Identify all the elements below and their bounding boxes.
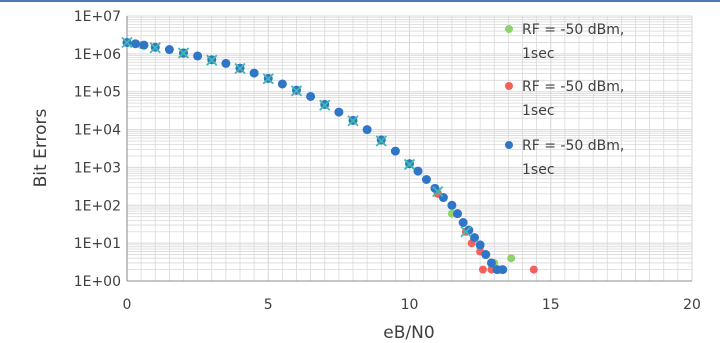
data-point-x [319, 99, 331, 111]
y-tick-label: 1E+07 [74, 9, 121, 25]
grid [126, 15, 693, 282]
data-point-x [262, 73, 274, 85]
data-point-x-stroke [177, 47, 190, 59]
data-point [478, 265, 487, 274]
data-point-x [375, 135, 387, 147]
data-point [139, 40, 149, 50]
data-point [421, 174, 431, 184]
data-point-x-stroke [206, 54, 218, 66]
legend-label-line2: 1sec [522, 46, 555, 62]
data-point [362, 125, 372, 135]
data-point-x-stroke [403, 158, 416, 171]
data-point [453, 209, 463, 219]
data-point [486, 258, 496, 268]
y-tick-label: 1E+05 [74, 85, 121, 101]
data-point [193, 51, 203, 61]
data-point [447, 200, 457, 210]
data-point [221, 58, 231, 68]
data-point [249, 68, 259, 78]
data-point-x-stroke [290, 85, 303, 97]
data-point-x-stroke [319, 99, 331, 111]
series-markers [121, 36, 538, 275]
legend-marker [505, 141, 513, 149]
x-axis-title: eB/N0 [383, 323, 434, 343]
data-point [529, 265, 538, 274]
data-point-x [290, 85, 303, 97]
legend-marker [505, 25, 513, 33]
x-tick-label: 20 [683, 297, 701, 313]
x-tick-label: 15 [542, 297, 560, 313]
data-point-x-stroke [234, 62, 246, 75]
legend-label: RF = -50 dBm, [522, 22, 624, 38]
y-tick-label: 1E+01 [74, 236, 121, 252]
data-point-x-stroke [262, 73, 274, 85]
y-axis-title: Bit Errors [31, 108, 51, 187]
data-point-x [206, 54, 218, 66]
y-tick-labels: 1E+00 1E+01 1E+02 1E+03 1E+04 1E+05 1E+06 1E+07 [74, 9, 121, 290]
y-tick-label: 1E+02 [74, 198, 121, 214]
x-tick-labels: 0 5 10 15 20 [123, 297, 701, 313]
legend-label-line2: 1sec [522, 162, 555, 178]
data-point [498, 265, 508, 275]
data-point-x [149, 42, 161, 54]
data-point [277, 79, 287, 89]
data-point-x-stroke [432, 185, 444, 198]
data-point [334, 107, 344, 117]
data-point [507, 254, 516, 263]
data-point [475, 240, 485, 250]
data-point [390, 146, 400, 156]
data-point [306, 91, 316, 101]
legend: RF = -50 dBm, 1sec RF = -50 dBm, 1sec RF = -… [505, 22, 624, 178]
legend-marker [505, 82, 513, 90]
data-point-x [432, 185, 444, 198]
legend-label: RF = -50 dBm, [522, 79, 624, 95]
data-point [164, 45, 174, 55]
legend-label: RF = -50 dBm, [522, 138, 624, 154]
x-tick-label: 0 [123, 297, 132, 313]
data-point [481, 250, 491, 260]
y-tick-label: 1E+00 [74, 274, 121, 290]
data-point [130, 39, 140, 49]
data-point [413, 166, 423, 176]
y-tick-label: 1E+04 [74, 123, 121, 139]
plot-area-border [126, 16, 692, 282]
data-point-x-stroke [121, 36, 133, 49]
data-point-x [460, 226, 472, 238]
data-point-x [347, 115, 359, 127]
x-tick-label: 5 [264, 297, 273, 313]
data-point-x-stroke [375, 135, 387, 147]
data-point-x [234, 62, 246, 75]
y-tick-label: 1E+03 [74, 160, 121, 176]
data-point-x-stroke [460, 226, 472, 238]
x-tick-label: 10 [401, 297, 419, 313]
y-tick-label: 1E+06 [74, 47, 121, 63]
data-point [458, 218, 468, 228]
data-point [469, 233, 479, 243]
legend-label-line2: 1sec [522, 103, 555, 119]
data-point-x [121, 36, 133, 49]
data-point-x-stroke [347, 115, 359, 127]
data-point-x [403, 158, 416, 171]
data-point-x-stroke [149, 42, 161, 54]
data-point-x [177, 47, 190, 59]
